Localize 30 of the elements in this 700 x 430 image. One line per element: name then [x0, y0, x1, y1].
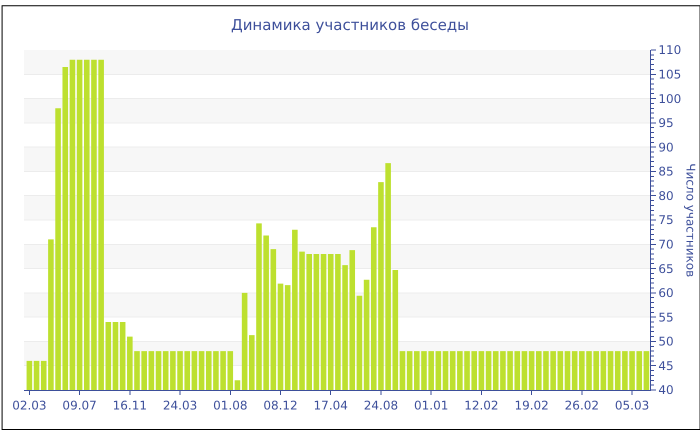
- x-tick-label: 02.03: [12, 398, 47, 412]
- x-tick-label: 24.03: [162, 398, 198, 412]
- x-tick-label: 19.02: [514, 398, 549, 412]
- y-tick-label: 65: [658, 262, 674, 276]
- y-tick-label: 40: [658, 383, 674, 398]
- y-tick-label: 45: [658, 358, 674, 373]
- x-tick-label: 09.07: [62, 398, 97, 412]
- y-tick-label: 75: [658, 213, 674, 228]
- chart-title: Динамика участников беседы: [230, 16, 470, 34]
- x-tick-label: 16.11: [112, 398, 148, 412]
- y-tick-label: 105: [658, 67, 682, 82]
- y-tick-label: 110: [658, 43, 682, 58]
- x-tick-label: 24.08: [364, 398, 398, 412]
- y-tick-label: 50: [658, 334, 674, 349]
- y-tick-label: 100: [658, 92, 682, 106]
- y-tick-label: 70: [658, 237, 674, 252]
- x-tick-label: 26.02: [564, 398, 600, 412]
- y-tick-label: 95: [658, 116, 674, 130]
- y-tick-label: 55: [658, 310, 674, 324]
- y-tick-label: 60: [658, 286, 674, 300]
- y-axis-title: Число участников: [684, 163, 698, 278]
- x-tick-label: 05.03: [614, 398, 650, 412]
- x-tick-label: 12.02: [464, 398, 499, 412]
- x-tick-label: 17.04: [314, 398, 348, 412]
- y-tick-label: 80: [658, 188, 674, 203]
- x-tick-label: 01.01: [414, 398, 448, 412]
- x-tick-label: 08.12: [263, 398, 298, 412]
- x-tick-label: 01.08: [213, 398, 248, 412]
- y-tick-label: 85: [658, 164, 674, 179]
- y-tick-label: 90: [658, 140, 674, 154]
